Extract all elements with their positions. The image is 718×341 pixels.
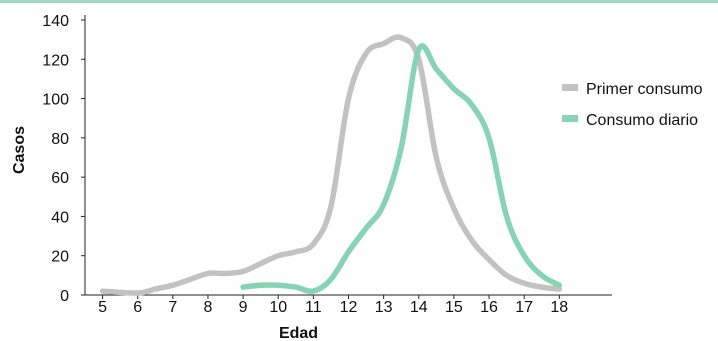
x-tick-label: 5 [98, 299, 107, 316]
x-tick-label: 11 [305, 299, 322, 316]
y-tick-label: 120 [42, 52, 69, 69]
x-tick-label: 6 [133, 299, 142, 316]
x-tick-label: 10 [269, 299, 287, 316]
y-tick-label: 0 [60, 288, 69, 305]
x-tick-label: 12 [340, 299, 358, 316]
x-tick-label: 17 [515, 299, 533, 316]
x-tick-label: 7 [168, 299, 177, 316]
x-tick-label: 15 [445, 299, 463, 316]
x-tick-label: 16 [480, 299, 498, 316]
y-tick-label: 60 [51, 170, 69, 187]
y-tick-label: 100 [42, 92, 69, 109]
x-tick-label: 9 [239, 299, 248, 316]
series-line-primer-consumo [99, 34, 563, 296]
y-axis-title: Casos [11, 126, 28, 174]
x-tick-label: 14 [410, 299, 428, 316]
x-axis-title: Edad [279, 325, 318, 341]
legend-swatch [562, 84, 578, 91]
y-tick-label: 80 [51, 131, 69, 148]
y-tick-label: 20 [51, 249, 69, 266]
series-line-consumo-diario [240, 43, 563, 295]
x-tick-label: 13 [375, 299, 393, 316]
x-tick-label: 18 [550, 299, 568, 316]
y-tick-label: 140 [42, 13, 69, 30]
legend-label: Consumo diario [586, 112, 698, 129]
x-tick-label: 8 [204, 299, 213, 316]
legend-swatch [562, 115, 578, 122]
legend-label: Primer consumo [586, 81, 703, 98]
top-accent-rule [0, 0, 718, 3]
y-tick-label: 40 [51, 209, 69, 226]
